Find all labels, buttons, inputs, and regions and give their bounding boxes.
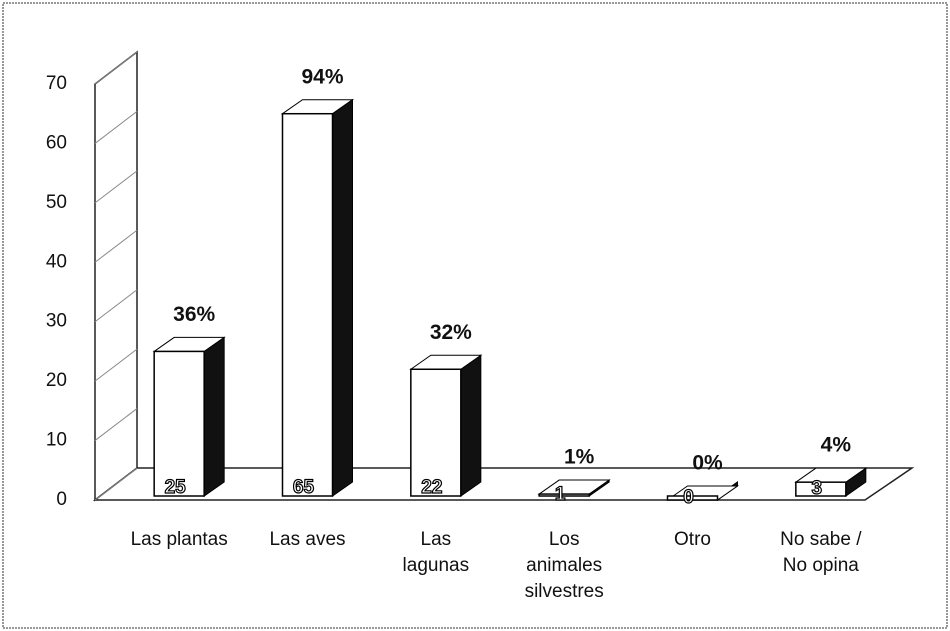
value-label: 0 (683, 487, 694, 508)
bar (410, 368, 462, 497)
bar-side (332, 98, 353, 497)
x-tick-label: Las aves (269, 529, 345, 550)
percent-label: 0% (692, 452, 723, 475)
grid-line (94, 51, 138, 85)
bar (666, 495, 719, 501)
value-label: 1 (555, 484, 566, 505)
bar (153, 350, 205, 497)
side-wall (94, 50, 138, 502)
value-label: 25 (165, 477, 187, 498)
grid-line (94, 467, 138, 501)
bar (281, 112, 334, 497)
x-tick-label: Los animales silvestres (525, 529, 604, 602)
value-label: 65 (293, 477, 315, 498)
grid-line (94, 111, 138, 144)
percent-label: 4% (821, 434, 852, 457)
y-tick-label: 50 (46, 192, 67, 213)
percent-label: 94% (301, 65, 343, 88)
y-tick-label: 10 (46, 430, 67, 451)
y-tick-label: 20 (46, 370, 67, 391)
y-tick-label: 30 (46, 311, 67, 332)
y-tick-label: 70 (46, 73, 67, 94)
x-tick-label: No sabe / No opina (780, 529, 862, 576)
grid-line (94, 229, 138, 263)
y-tick-label: 60 (46, 132, 67, 153)
grid-line (94, 408, 138, 441)
percent-label: 36% (173, 303, 215, 326)
x-tick-label: Las plantas (131, 529, 228, 550)
y-tick-label: 0 (56, 489, 67, 510)
percent-label: 32% (430, 321, 472, 344)
bar (795, 481, 847, 497)
value-label: 22 (421, 477, 442, 498)
value-label: 3 (812, 478, 823, 499)
bar-side (203, 336, 225, 497)
x-tick-label: Las lagunas (403, 529, 470, 576)
bar (538, 493, 590, 497)
grid-line (94, 170, 138, 204)
grid-line (94, 348, 138, 382)
y-tick-label: 40 (46, 251, 67, 272)
grid-line (94, 289, 138, 323)
bar-side (460, 354, 482, 497)
percent-label: 1% (564, 446, 595, 469)
x-tick-label: Otro (674, 529, 711, 550)
